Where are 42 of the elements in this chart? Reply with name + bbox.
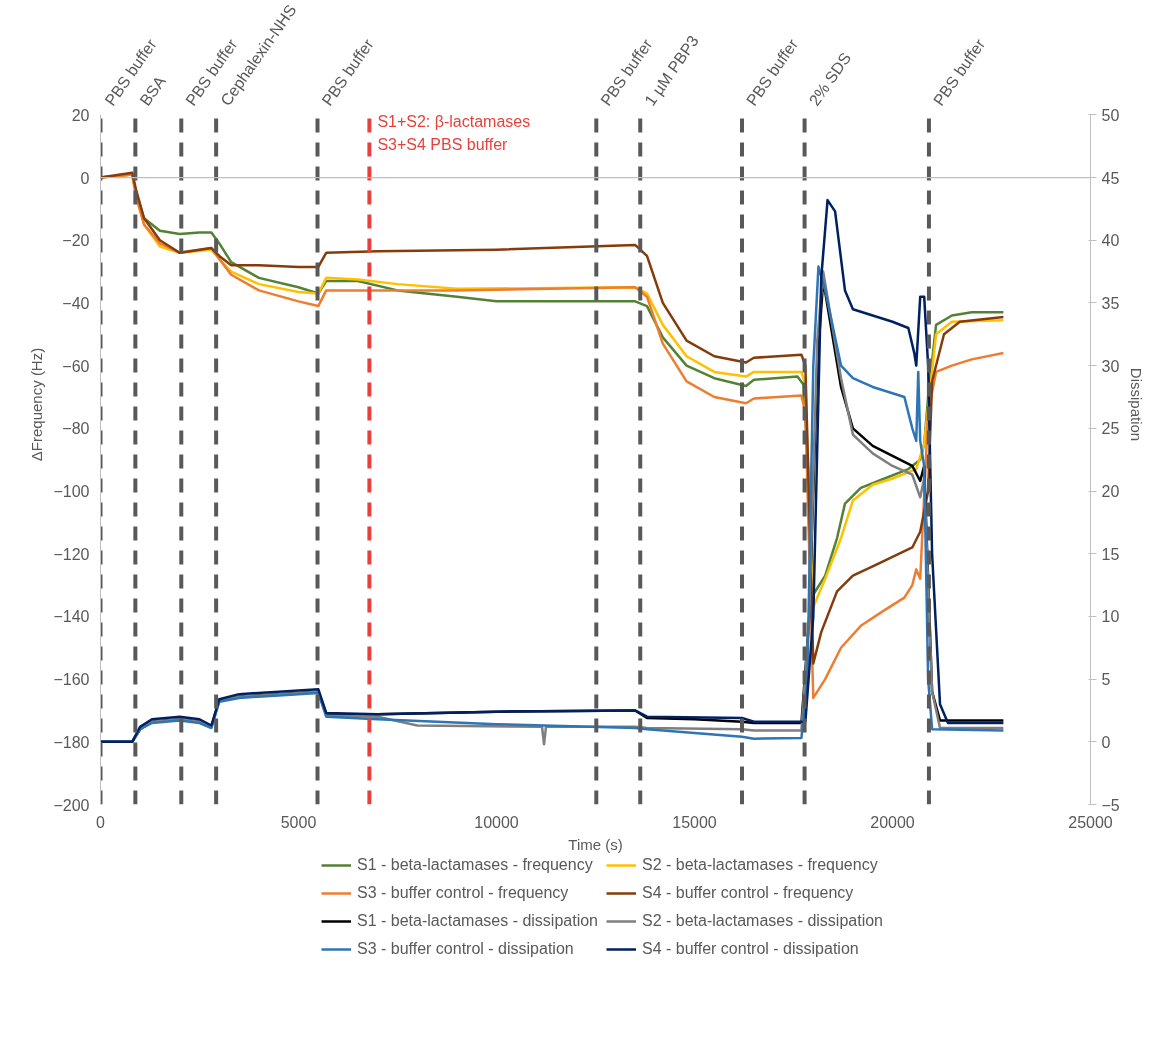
y-tick-label: −100	[53, 483, 90, 501]
y-tick-label: −160	[53, 671, 90, 689]
y2-tick-label: 45	[1101, 169, 1120, 187]
y2-axis-title: Dissipation	[1127, 367, 1145, 442]
y-tick-label: −180	[53, 733, 90, 751]
y2-tick-label: 0	[1101, 733, 1111, 751]
y2-tick-label: 10	[1101, 608, 1120, 626]
y2-tick-label: 30	[1101, 357, 1120, 375]
x-tick-label: 10000	[474, 813, 519, 831]
ref-line-label: S1+S2: β-lactamases S3+S4 PBS buffer	[377, 112, 531, 154]
legend-label: S4 - buffer control - frequency	[642, 884, 854, 902]
legend-label: S3 - buffer control - dissipation	[357, 940, 574, 958]
y2-tick-label: 40	[1101, 232, 1120, 250]
legend-label: S3 - buffer control - frequency	[357, 884, 569, 902]
x-tick-label: 25000	[1068, 813, 1113, 831]
y-tick-label: −80	[62, 420, 90, 438]
legend-label: S2 - beta-lactamases - dissipation	[642, 912, 883, 930]
x-tick-label: 20000	[870, 813, 915, 831]
y-tick-label: −20	[62, 232, 90, 250]
y2-tick-label: −5	[1101, 796, 1120, 814]
y2-tick-label: 35	[1101, 294, 1120, 312]
x-tick-label: 0	[96, 813, 106, 831]
y-tick-label: −120	[53, 545, 90, 563]
y-tick-label: 20	[71, 106, 90, 124]
y2-tick-label: 20	[1101, 483, 1120, 501]
y-tick-label: −40	[62, 294, 90, 312]
y-tick-label: −140	[53, 608, 90, 626]
legend-label: S1 - beta-lactamases - frequency	[357, 856, 593, 874]
legend-label: S4 - buffer control - dissipation	[642, 940, 859, 958]
x-tick-label: 5000	[280, 813, 317, 831]
y2-tick-label: 15	[1101, 545, 1120, 563]
legend-label: S1 - beta-lactamases - dissipation	[357, 912, 598, 930]
y-tick-label: 0	[80, 169, 90, 187]
x-tick-label: 15000	[672, 813, 717, 831]
y-tick-label: −200	[53, 796, 90, 814]
legend-label: S2 - beta-lactamases - frequency	[642, 856, 878, 874]
y2-tick-label: 5	[1101, 671, 1111, 689]
y-tick-label: −60	[62, 357, 90, 375]
y2-tick-label: 50	[1101, 106, 1120, 124]
x-axis-title: Time (s)	[568, 835, 623, 853]
y2-tick-label: 25	[1101, 420, 1120, 438]
y-axis-title: ΔFrequency (Hz)	[28, 347, 46, 462]
